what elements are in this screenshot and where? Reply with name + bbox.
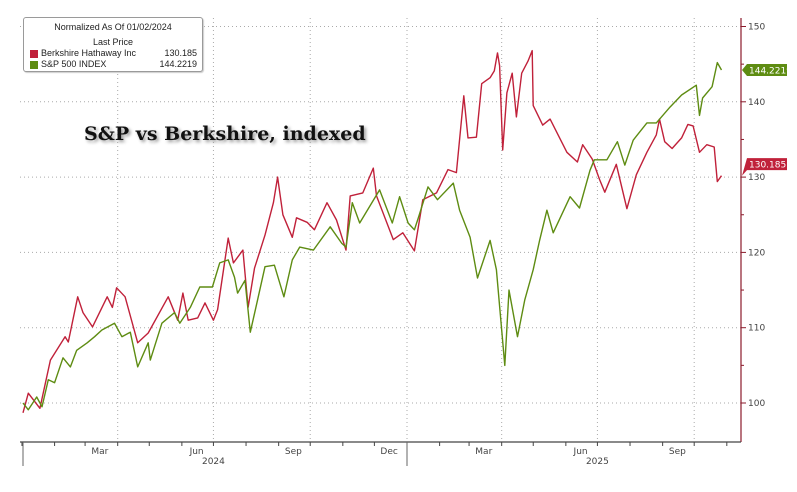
legend-value: 130.185 [164,48,197,58]
legend-subheader: Last Price [92,37,134,47]
last-value-label: 144.2219 [749,67,792,77]
y-tick-label: 140 [748,98,765,108]
y-tick-label: 120 [748,248,765,258]
legend-name: Berkshire Hathaway Inc [41,48,137,58]
y-tick-label: 100 [748,399,765,409]
y-tick-label: 130 [748,173,765,183]
legend-value: 144.2219 [159,59,197,69]
legend: Normalized As Of 01/02/2024 Last Price B… [23,17,203,72]
last-value-tag [742,64,787,77]
legend-item-berkshire: Berkshire Hathaway Inc 130.185 [24,48,202,59]
legend-swatch-sp500 [30,60,38,69]
legend-header: Normalized As Of 01/02/2024 [54,22,172,32]
x-tick-label: Jun [189,447,204,457]
last-value-label: 130.185 [749,161,786,171]
x-tick-label: Dec [380,447,397,457]
x-tick-label: Sep [285,447,302,457]
year-label: 2024 [202,457,225,467]
chart-annotation: S&P vs Berkshire, indexed [84,123,366,145]
year-label: 2025 [586,457,609,467]
x-tick-label: Sep [669,447,686,457]
y-tick-label: 110 [748,324,765,334]
x-tick-label: Mar [475,447,492,457]
x-tick-label: Mar [91,447,108,457]
series-line-berkshire [22,49,723,413]
x-tick-label: Jun [573,447,588,457]
y-tick-label: 150 [748,23,765,33]
legend-item-sp500: S&P 500 INDEX 144.2219 [24,59,202,70]
last-value-tag [742,158,787,176]
series-line-sp500 [22,61,723,411]
legend-name: S&P 500 INDEX [41,59,107,69]
legend-swatch-berkshire [30,49,38,58]
